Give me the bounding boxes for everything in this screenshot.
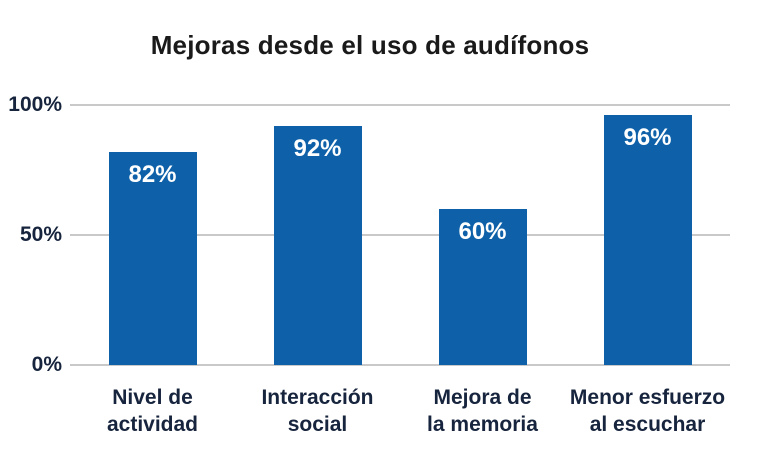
plot-area: 82% 92% 60% 96% (70, 104, 730, 366)
bar-mejora-de-la-memoria: 60% (438, 209, 527, 365)
gridline-50 (70, 234, 730, 236)
bar-column: 82% (70, 105, 235, 365)
bar-nivel-de-actividad: 82% (108, 151, 197, 365)
bar-value-label: 82% (128, 160, 177, 188)
bar-value-label: 60% (458, 218, 507, 245)
x-axis: Nivel de actividad Interacción social Me… (70, 385, 730, 439)
x-label-nivel-de-actividad: Nivel de actividad (106, 386, 199, 436)
bar-column: 96% (565, 105, 730, 365)
y-tick-label-0: 0% (31, 353, 62, 376)
bar-column: 92% (235, 105, 400, 365)
x-label-mejora-de-la-memoria: Mejora de la memoria (427, 386, 538, 436)
bars-group: 82% 92% 60% 96% (70, 105, 730, 365)
gridline-100 (70, 104, 730, 106)
bar-menor-esfuerzo-al-escuchar: 96% (603, 115, 692, 365)
x-label-menor-esfuerzo-al-escuchar: Menor esfuerzo al escuchar (569, 386, 726, 436)
chart-title: Mejoras desde el uso de audífonos (150, 30, 590, 60)
gridline-0 (70, 364, 730, 366)
x-label-interaccion-social: Interacción social (261, 386, 374, 436)
bar-value-label: 92% (293, 134, 342, 162)
y-tick-label-50: 50% (19, 223, 62, 246)
y-axis: 100% 50% 0% (0, 93, 62, 376)
bar-value-label: 96% (623, 124, 672, 152)
bar-interaccion-social: 92% (273, 125, 362, 365)
y-tick-label-100: 100% (8, 93, 62, 116)
bar-column: 60% (400, 105, 565, 365)
